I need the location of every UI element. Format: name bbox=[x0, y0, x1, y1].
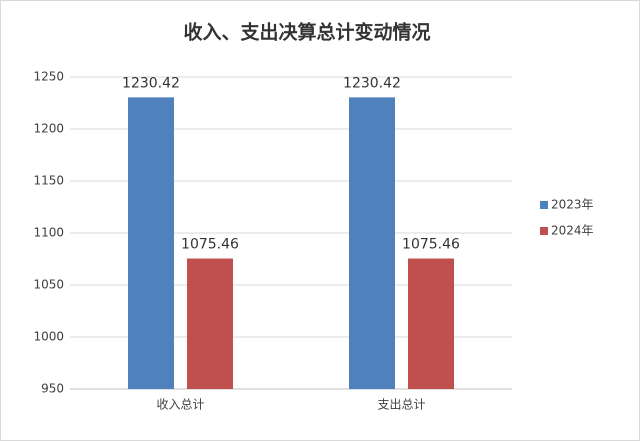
legend-label: 2024年 bbox=[551, 224, 594, 238]
bar bbox=[349, 97, 395, 390]
value-label: 1230.42 bbox=[343, 75, 401, 91]
value-label: 1075.46 bbox=[181, 237, 239, 253]
bar bbox=[187, 258, 233, 389]
bar bbox=[128, 97, 174, 390]
legend-swatch bbox=[540, 201, 548, 209]
value-label: 1075.46 bbox=[402, 237, 460, 253]
y-tick-label: 1200 bbox=[33, 122, 64, 136]
x-tick-label: 收入总计 bbox=[156, 398, 204, 412]
x-tick-label: 支出总计 bbox=[377, 398, 425, 412]
value-label: 1230.42 bbox=[122, 75, 180, 91]
y-tick-label: 1000 bbox=[33, 330, 64, 344]
y-tick-label: 950 bbox=[41, 382, 64, 396]
legend-label: 2023年 bbox=[551, 198, 594, 212]
bar bbox=[408, 258, 454, 389]
y-tick-label: 1050 bbox=[33, 278, 64, 292]
y-tick-label: 1250 bbox=[33, 70, 64, 84]
y-tick-label: 1150 bbox=[33, 174, 64, 188]
chart-title: 收入、支出决算总计变动情况 bbox=[183, 21, 430, 44]
y-tick-label: 1100 bbox=[33, 226, 64, 240]
legend-swatch bbox=[540, 227, 548, 235]
